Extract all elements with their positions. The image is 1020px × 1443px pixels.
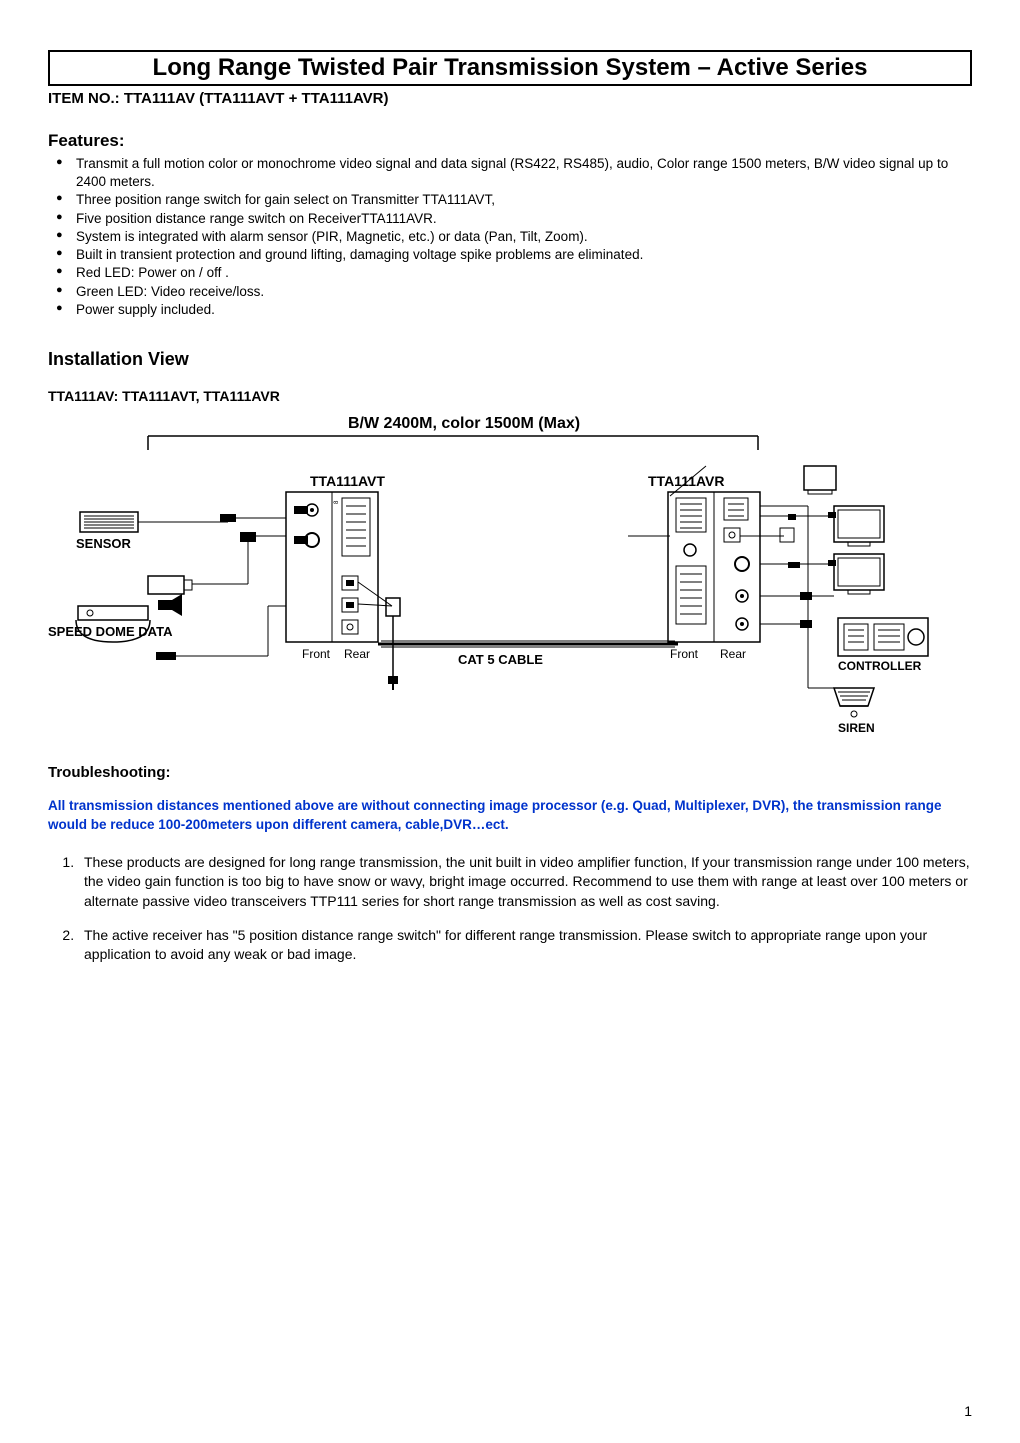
troubleshooting-item: These products are designed for long ran… (78, 853, 972, 912)
installation-heading: Installation View (48, 349, 972, 370)
svg-text:8: 8 (334, 500, 340, 504)
features-heading: Features: (48, 131, 972, 151)
diagram-sensor-label: SENSOR (76, 536, 132, 551)
item-no-value: TTA111AV (TTA111AVT + TTA111AVR) (120, 90, 389, 107)
diagram-speed-dome-label: SPEED DOME DATA (48, 624, 173, 639)
title-box: Long Range Twisted Pair Transmission Sys… (48, 50, 972, 86)
feature-item: Red LED: Power on / off . (48, 264, 972, 282)
diagram-rear-label-2: Rear (720, 647, 746, 661)
diagram-distance-label: B/W 2400M, color 1500M (Max) (348, 415, 580, 432)
installation-subhead: TTA111AV: TTA111AVT, TTA111AVR (48, 388, 972, 404)
troubleshooting-heading: Troubleshooting: (48, 764, 972, 781)
page-title: Long Range Twisted Pair Transmission Sys… (60, 54, 960, 82)
feature-item: System is integrated with alarm sensor (… (48, 228, 972, 246)
feature-item: Transmit a full motion color or monochro… (48, 155, 972, 191)
feature-item: Three position range switch for gain sel… (48, 191, 972, 209)
installation-diagram: B/W 2400M, color 1500M (Max) SENSOR SPEE… (48, 406, 953, 746)
feature-item: Green LED: Video receive/loss. (48, 283, 972, 301)
diagram-siren-label: SIREN (838, 721, 875, 735)
feature-item: Built in transient protection and ground… (48, 246, 972, 264)
diagram-rear-label-1: Rear (344, 647, 370, 661)
features-list: Transmit a full motion color or monochro… (48, 155, 972, 319)
troubleshooting-list: These products are designed for long ran… (48, 853, 972, 965)
item-no-label: ITEM NO.: (48, 90, 120, 107)
diagram-avt-label: TTA111AVT (310, 473, 385, 489)
troubleshooting-item: The active receiver has "5 position dist… (78, 926, 972, 965)
diagram-front-label-2: Front (670, 647, 699, 661)
feature-item: Five position distance range switch on R… (48, 210, 972, 228)
item-number: ITEM NO.: TTA111AV (TTA111AVT + TTA111AV… (48, 90, 972, 107)
diagram-avr-label: TTA111AVR (648, 473, 725, 489)
diagram-cable-label: CAT 5 CABLE (458, 652, 543, 667)
troubleshooting-warning: All transmission distances mentioned abo… (48, 797, 972, 835)
feature-item: Power supply included. (48, 301, 972, 319)
diagram-front-label-1: Front (302, 647, 331, 661)
page-number: 1 (964, 1403, 972, 1419)
diagram-controller-label: CONTROLLER (838, 659, 922, 673)
